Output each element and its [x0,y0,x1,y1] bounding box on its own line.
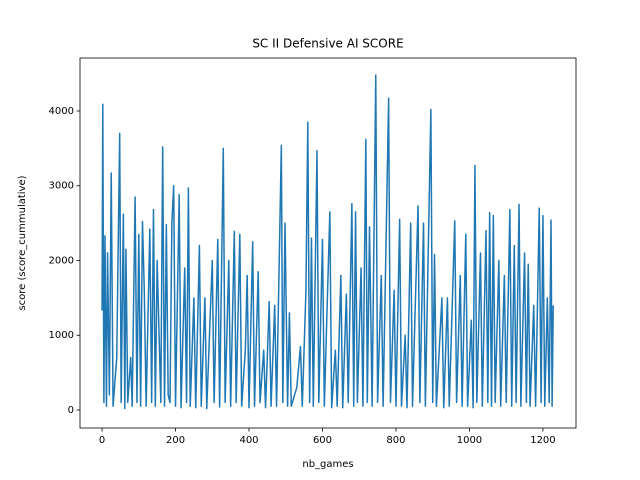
y-tick-label: 0 [68,405,74,416]
y-tick-label: 3000 [49,181,74,192]
x-tick-label: 200 [166,435,185,446]
chart-title: SC II Defensive AI SCORE [252,37,403,51]
x-axis-label: nb_games [302,459,353,470]
plot-frame [79,57,577,429]
x-tick-label: 1000 [457,435,482,446]
y-tick-label: 4000 [49,106,74,117]
y-axis-label: score (score_cummulative) [17,175,28,310]
x-tick-label: 800 [386,435,405,446]
x-tick-label: 600 [313,435,332,446]
x-tick-label: 400 [239,435,258,446]
data-line [101,74,554,410]
y-tick-label: 1000 [49,330,74,341]
y-tick-label: 2000 [49,255,74,266]
x-tick-label: 0 [99,435,105,446]
x-tick-label: 1200 [530,435,555,446]
